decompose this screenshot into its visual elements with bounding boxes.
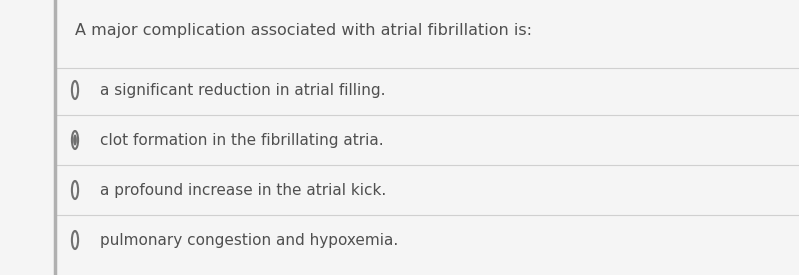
Text: A major complication associated with atrial fibrillation is:: A major complication associated with atr…: [75, 23, 532, 38]
Ellipse shape: [73, 134, 77, 145]
Text: a significant reduction in atrial filling.: a significant reduction in atrial fillin…: [100, 82, 385, 98]
Text: pulmonary congestion and hypoxemia.: pulmonary congestion and hypoxemia.: [100, 232, 398, 248]
Text: a profound increase in the atrial kick.: a profound increase in the atrial kick.: [100, 183, 386, 197]
Text: clot formation in the fibrillating atria.: clot formation in the fibrillating atria…: [100, 133, 384, 147]
